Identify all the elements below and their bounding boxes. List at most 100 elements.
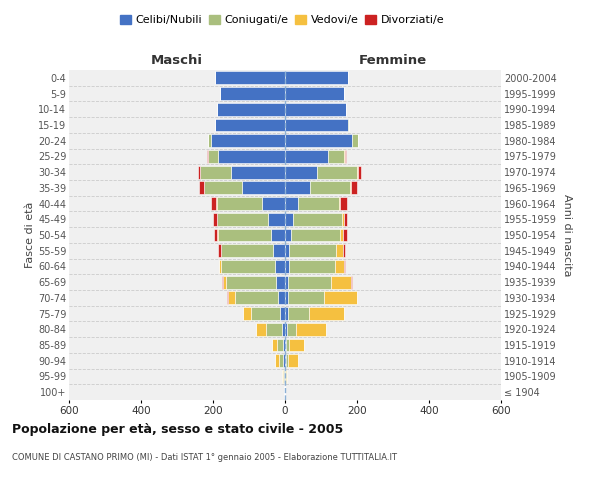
Bar	[285, 182, 310, 194]
Bar	[200, 166, 231, 178]
Bar	[285, 150, 328, 163]
Bar	[243, 307, 251, 320]
Bar	[214, 228, 217, 241]
Bar	[285, 260, 289, 273]
Bar	[348, 118, 349, 132]
Bar	[352, 134, 358, 147]
Bar	[275, 260, 285, 273]
Bar	[285, 354, 286, 367]
Bar	[217, 197, 262, 210]
Bar	[285, 72, 348, 85]
Bar	[324, 292, 357, 304]
Bar	[340, 197, 347, 210]
Bar	[218, 244, 221, 257]
Bar	[204, 182, 242, 194]
Bar	[285, 228, 292, 241]
Bar	[284, 386, 285, 398]
Bar	[285, 118, 348, 132]
Bar	[266, 323, 282, 336]
Bar	[217, 213, 268, 226]
Text: Maschi: Maschi	[151, 54, 203, 68]
Bar	[286, 370, 287, 383]
Bar	[198, 166, 200, 178]
Bar	[283, 338, 285, 351]
Bar	[343, 228, 347, 241]
Bar	[235, 292, 278, 304]
Bar	[272, 338, 277, 351]
Legend: Celibi/Nubili, Coniugati/e, Vedovi/e, Divorziati/e: Celibi/Nubili, Coniugati/e, Vedovi/e, Di…	[115, 10, 449, 29]
Bar	[283, 370, 284, 383]
Bar	[285, 307, 288, 320]
Bar	[285, 323, 287, 336]
Bar	[214, 213, 217, 226]
Bar	[286, 354, 287, 367]
Bar	[343, 244, 345, 257]
Bar	[228, 292, 235, 304]
Bar	[211, 134, 285, 147]
Bar	[344, 213, 347, 226]
Bar	[211, 197, 216, 210]
Bar	[350, 182, 357, 194]
Bar	[221, 244, 274, 257]
Bar	[217, 103, 285, 116]
Bar	[274, 244, 285, 257]
Bar	[285, 338, 286, 351]
Y-axis label: Anni di nascita: Anni di nascita	[562, 194, 572, 276]
Bar	[208, 134, 211, 147]
Bar	[298, 197, 339, 210]
Bar	[289, 244, 336, 257]
Bar	[285, 276, 288, 288]
Bar	[351, 276, 352, 288]
Bar	[284, 370, 285, 383]
Bar	[285, 103, 346, 116]
Bar	[289, 260, 335, 273]
Y-axis label: Fasce di età: Fasce di età	[25, 202, 35, 268]
Bar	[283, 354, 285, 367]
Bar	[215, 72, 285, 85]
Bar	[310, 182, 350, 194]
Bar	[220, 87, 285, 100]
Bar	[282, 323, 285, 336]
Bar	[226, 276, 276, 288]
Bar	[285, 134, 352, 147]
Bar	[278, 292, 285, 304]
Text: COMUNE DI CASTANO PRIMO (MI) - Dati ISTAT 1° gennaio 2005 - Elaborazione TUTTITA: COMUNE DI CASTANO PRIMO (MI) - Dati ISTA…	[12, 452, 397, 462]
Bar	[199, 182, 203, 194]
Bar	[271, 228, 285, 241]
Bar	[288, 307, 310, 320]
Bar	[208, 150, 218, 163]
Bar	[285, 213, 293, 226]
Bar	[285, 197, 298, 210]
Bar	[280, 307, 285, 320]
Bar	[287, 354, 298, 367]
Bar	[279, 354, 283, 367]
Bar	[231, 166, 285, 178]
Bar	[262, 197, 285, 210]
Bar	[277, 338, 283, 351]
Text: Popolazione per età, sesso e stato civile - 2005: Popolazione per età, sesso e stato civil…	[12, 422, 343, 436]
Bar	[344, 150, 345, 163]
Bar	[242, 182, 285, 194]
Bar	[227, 292, 228, 304]
Bar	[215, 118, 285, 132]
Bar	[285, 244, 289, 257]
Bar	[341, 213, 344, 226]
Bar	[339, 197, 340, 210]
Text: Femmine: Femmine	[359, 54, 427, 68]
Bar	[285, 166, 317, 178]
Bar	[219, 260, 220, 273]
Bar	[328, 150, 344, 163]
Bar	[296, 323, 326, 336]
Bar	[218, 150, 285, 163]
Bar	[292, 228, 340, 241]
Bar	[286, 338, 289, 351]
Bar	[340, 228, 343, 241]
Bar	[221, 260, 275, 273]
Bar	[285, 87, 344, 100]
Bar	[288, 292, 324, 304]
Bar	[268, 213, 285, 226]
Bar	[220, 260, 221, 273]
Bar	[251, 307, 280, 320]
Bar	[285, 292, 288, 304]
Bar	[222, 276, 223, 288]
